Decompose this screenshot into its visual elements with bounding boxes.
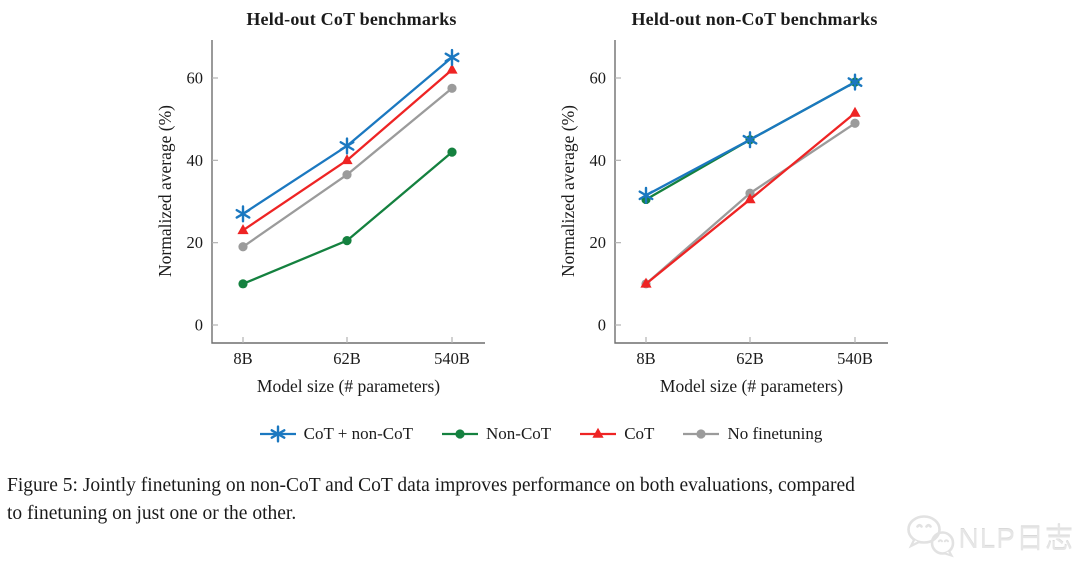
left-chart-title: Held-out CoT benchmarks — [246, 9, 457, 29]
series-cot-non-cot — [235, 48, 460, 223]
triangle-marker-icon — [592, 427, 604, 438]
circle-marker-icon — [342, 236, 352, 246]
legend-label: CoT + non-CoT — [303, 424, 414, 443]
circle-marker-icon — [455, 429, 465, 439]
star-marker-icon — [235, 205, 251, 223]
y-tick-label: 60 — [187, 68, 204, 87]
x-tick-label: 8B — [233, 349, 252, 368]
star-marker-icon — [270, 425, 286, 443]
y-axis-label: Normalized average (%) — [155, 105, 175, 277]
circle-marker-icon — [442, 429, 479, 439]
series-non-cot — [238, 147, 457, 289]
caption-line-1: Figure 5: Jointly finetuning on non-CoT … — [7, 475, 855, 496]
legend-item-cot: CoT — [578, 424, 654, 444]
y-tick-label: 20 — [590, 233, 607, 252]
series-no-finetuning — [238, 83, 457, 252]
circle-marker-icon — [850, 118, 860, 128]
series-cot — [640, 106, 861, 288]
legend-item-noncot: Non-CoT — [440, 424, 551, 444]
star-marker-icon — [259, 425, 296, 443]
circle-marker-icon — [696, 429, 707, 439]
x-tick-label: 540B — [837, 349, 873, 368]
x-tick-label: 62B — [736, 349, 764, 368]
y-tick-label: 40 — [590, 151, 607, 170]
x-axis-label: Model size (# parameters) — [660, 376, 843, 396]
star-marker-icon — [444, 48, 460, 67]
legend-item-no-finetuning: No finetuning — [681, 424, 822, 444]
x-tick-label: 540B — [434, 349, 470, 368]
axis-lines — [211, 40, 485, 344]
legend-label: CoT — [624, 424, 655, 443]
right-chart-title: Held-out non-CoT benchmarks — [631, 9, 878, 29]
circle-marker-icon — [683, 429, 720, 439]
y-tick-label: 0 — [195, 316, 203, 335]
circle-marker-icon — [447, 147, 457, 157]
x-tick-label: 8B — [636, 349, 655, 368]
circle-marker-icon — [238, 242, 248, 252]
circle-marker-icon — [447, 83, 457, 93]
caption-line-2: to finetuning on just one or the other. — [7, 502, 297, 524]
circle-marker-icon — [342, 170, 352, 180]
triangle-marker-icon — [849, 106, 861, 117]
non-cot-benchmarks-chart: 0 20 40 60 8B 62B 540B Model size (# parameters… — [558, 40, 888, 396]
series-line-no-finetuning — [242, 87, 453, 248]
star-marker-icon — [339, 137, 355, 155]
wechat-logo-icon — [906, 515, 954, 558]
triangle-marker-icon — [446, 63, 458, 74]
y-tick-label: 20 — [187, 233, 204, 252]
cot-benchmarks-chart: 0 20 40 60 8B 62B 540B Model size (# parameters… — [155, 40, 485, 396]
star-marker-icon — [847, 73, 863, 91]
y-axis-label: Normalized average (%) — [558, 105, 578, 277]
star-marker-icon — [638, 186, 654, 204]
series-cot-non-cot — [638, 73, 863, 204]
triangle-marker-icon — [744, 193, 756, 204]
y-tick-label: 60 — [590, 68, 607, 87]
chart-legend: CoT + non-CoT Non-CoT CoT No finetuning — [0, 424, 1080, 444]
x-tick-label: 62B — [333, 349, 361, 368]
watermark-text: NLP日志 — [958, 523, 1074, 554]
circle-marker-icon — [238, 279, 248, 289]
x-axis-label: Model size (# parameters) — [257, 376, 440, 396]
triangle-marker-icon — [640, 277, 652, 288]
y-tick-label: 0 — [598, 316, 606, 335]
star-marker-icon — [742, 131, 758, 149]
axis-lines — [614, 40, 888, 344]
triangle-marker-icon — [580, 427, 617, 438]
figure-caption: Figure 5: Jointly finetuning on non-CoT … — [7, 472, 1073, 527]
series-line-cot-non-cot — [242, 56, 453, 215]
legend-label: No finetuning — [727, 424, 823, 443]
triangle-marker-icon — [237, 224, 249, 235]
triangle-marker-icon — [341, 154, 353, 165]
y-tick-label: 40 — [187, 151, 204, 170]
watermark: NLP日志 — [905, 514, 1074, 560]
legend-label: Non-CoT — [486, 424, 552, 443]
series-cot — [237, 63, 458, 235]
legend-item-cot-plus-noncot: CoT + non-CoT — [258, 424, 413, 444]
